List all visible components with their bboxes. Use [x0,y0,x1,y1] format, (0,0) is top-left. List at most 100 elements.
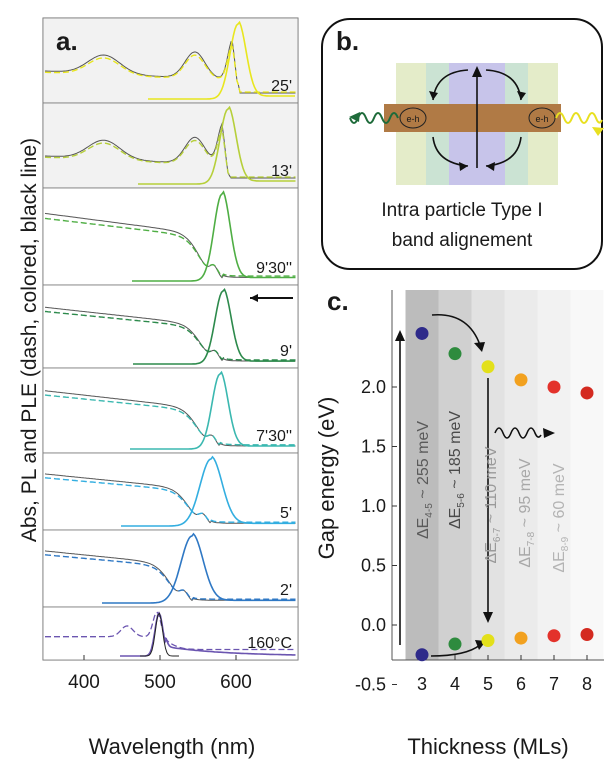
c-ylabel: Gap energy (eV) [314,397,339,560]
delta-e-value: ~ 185 meV [447,411,464,494]
left-arrow [250,294,293,302]
abs-dashed-line [45,125,296,178]
ple-line [140,612,179,657]
panel-a-x-ticks: 400 500 600 [68,655,252,693]
thickness-band [504,290,538,660]
pl-line [121,455,295,527]
c-xtick-label: 8 [582,674,592,694]
transfer-arrows [429,66,526,171]
spectrum-panel: 7'30'' [42,367,299,454]
trace-time-label: 9'30'' [256,260,292,277]
delta-e-annotation: ΔE5-6 ~ 185 meV [447,411,467,529]
trace-time-label: 7'30'' [256,428,292,445]
gap-energy-point [547,380,561,394]
panel-a-xlabel: Wavelength (nm) [89,734,256,759]
trace-time-label: 160°C [247,635,292,652]
delta-e-symbol: ΔE [415,518,432,539]
delta-e-annotation: ΔE8-9 ~ 60 meV [551,463,571,573]
thickness-band [570,290,604,660]
c-ytick-label: 2.0 [361,377,386,397]
exciton-label-left: e-h [406,114,419,124]
delta-e-value: ~ 255 meV [415,421,432,504]
spectrum-panel: 13' [42,102,299,189]
spectrum-panel: 9'30'' [42,187,299,286]
pl-line [132,190,296,282]
abs-dashed-line [44,394,296,446]
pl-line [148,20,295,100]
spectrum-panel: 25' [42,17,299,104]
c-ytick-label: 0.0 [361,615,386,635]
panel-b-caption-line1: Intra particle Type I [381,200,542,221]
bottom-transfer-arrow [430,644,481,657]
gap-energy-point [415,326,429,340]
panel-c-label: c. [327,286,349,316]
delta-e-subscript: 6-7 [492,527,503,542]
ple-line [45,41,296,94]
c-ytick-label: 1.5 [361,437,386,457]
c-xtick-label: 5 [483,674,493,694]
panel-b: b. e-h e-h [321,18,604,270]
panel-a-ylabel: Abs, PL and PLE (dash, colored, black li… [18,138,41,542]
spectrum-panel: 160°C [42,606,299,661]
trace-time-label: 2' [280,582,292,599]
exciton-right: e-h [528,107,556,129]
gap-energy-point [514,373,528,387]
exciton-left: e-h [399,107,427,129]
gap-energy-point [547,629,561,643]
gap-energy-point [448,637,462,651]
gap-energy-point [514,631,528,645]
abs-dashed-line [44,554,296,601]
panel-c: c. -0.5 0.0 0.5 1.0 1.5 2.0 3 4 5 6 7 8 Gap energy… [314,286,604,759]
delta-e-subscript: 4-5 [424,503,435,518]
c-ytick-label: 1.0 [361,496,386,516]
platelet-bar [384,104,561,132]
a-xtick-label: 500 [144,672,176,693]
abs-dashed-line [44,477,296,523]
spectrum-panel-bg [42,529,299,608]
trace-time-label: 9' [280,343,292,360]
pl-line [102,532,296,604]
c-ytick-label: 0.5 [361,556,386,576]
panel-a-label: a. [56,26,78,56]
delta-e-value: ~ 60 meV [551,463,568,537]
gap-energy-point [580,386,594,400]
spectrum-panel: 5' [42,452,299,531]
pl-line [120,611,296,657]
a-xtick-label: 400 [68,672,100,693]
abs-dashed-line [44,310,296,361]
abs-dashed-line [44,217,296,278]
ple-line [45,121,296,179]
gap-energy-point [415,648,429,662]
thickness-band [405,290,439,660]
pl-line [138,105,296,185]
c-x-ticks: 3 4 5 6 7 8 [417,655,592,694]
band-diagram: e-h e-h [349,63,604,185]
c-arrows [395,313,555,657]
c-y-ticks: -0.5 0.0 0.5 1.0 1.5 2.0 [355,377,397,695]
abs-dashed-line [45,611,296,651]
c-xtick-label: 7 [549,674,559,694]
top-transfer-arrow [431,313,481,346]
spectrum-panel: 2' [42,529,299,608]
gap-energy-point [481,360,495,374]
c-xtick-label: 3 [417,674,427,694]
photon-in-wave [349,112,399,124]
delta-e-annotation: ΔE6-7 ~ 110 meV [483,446,503,563]
central-arrow-head [472,66,482,77]
gap-energy-point [580,628,594,642]
delta-e-symbol: ΔE [447,508,464,529]
delta-e-subscript: 7-8 [526,531,537,546]
spectrum-panel-bg [42,606,299,661]
delta-e-value: ~ 95 meV [517,458,534,532]
panel-b-caption-line2: band alignement [392,230,533,251]
pl-line [130,370,295,450]
spectrum-panel-bg [42,17,299,104]
c-xtick-label: 6 [516,674,526,694]
trace-time-label: 13' [271,163,292,180]
gap-energy-point [448,347,462,361]
c-xtick-label: 4 [450,674,460,694]
spectrum-panel-bg [42,187,299,286]
pl-line [133,287,295,365]
photon-out-wave [555,112,604,136]
